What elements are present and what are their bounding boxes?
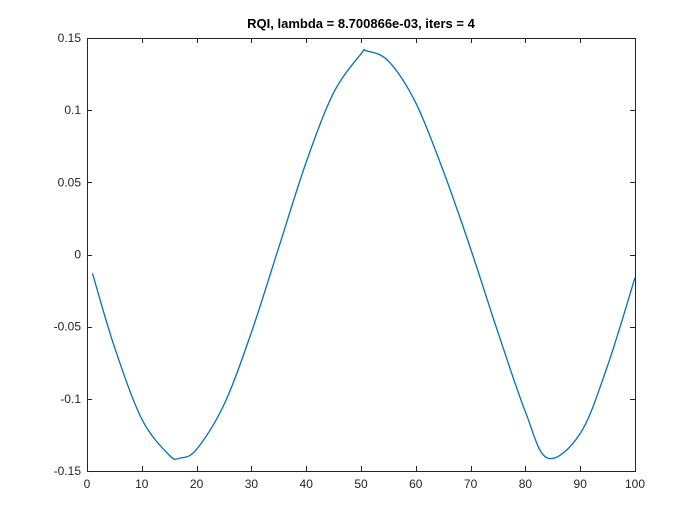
y-tick-label: -0.05	[54, 320, 82, 334]
y-tick-label: 0	[74, 248, 81, 262]
y-tick-label: 0.1	[64, 103, 81, 117]
y-tick-label: 0.15	[58, 31, 82, 45]
x-tick-label: 90	[574, 477, 588, 491]
x-tick-label: 30	[245, 477, 259, 491]
chart-title: RQI, lambda = 8.700866e-03, iters = 4	[247, 16, 475, 31]
x-tick-label: 10	[135, 477, 149, 491]
x-tick-label: 0	[84, 477, 91, 491]
x-tick-label: 50	[354, 477, 368, 491]
series-layer	[91, 48, 636, 461]
x-tick-label: 40	[300, 477, 314, 491]
y-tick-label: 0.05	[58, 175, 82, 189]
axes-layer: 0 10 20 30 40 50 60 70 80 90 100 0.15 0.1 0.05 0 -0.05 -…	[54, 31, 646, 491]
x-tick-label: 80	[519, 477, 533, 491]
x-tick-label: 70	[464, 477, 478, 491]
y-tick-label: -0.15	[54, 464, 82, 478]
series-line-0	[91, 48, 636, 461]
y-tick-label: -0.1	[60, 392, 81, 406]
x-tick-label: 20	[190, 477, 204, 491]
x-tick-label: 60	[409, 477, 423, 491]
plot-area	[87, 38, 635, 471]
x-tick-label: 100	[625, 477, 645, 491]
